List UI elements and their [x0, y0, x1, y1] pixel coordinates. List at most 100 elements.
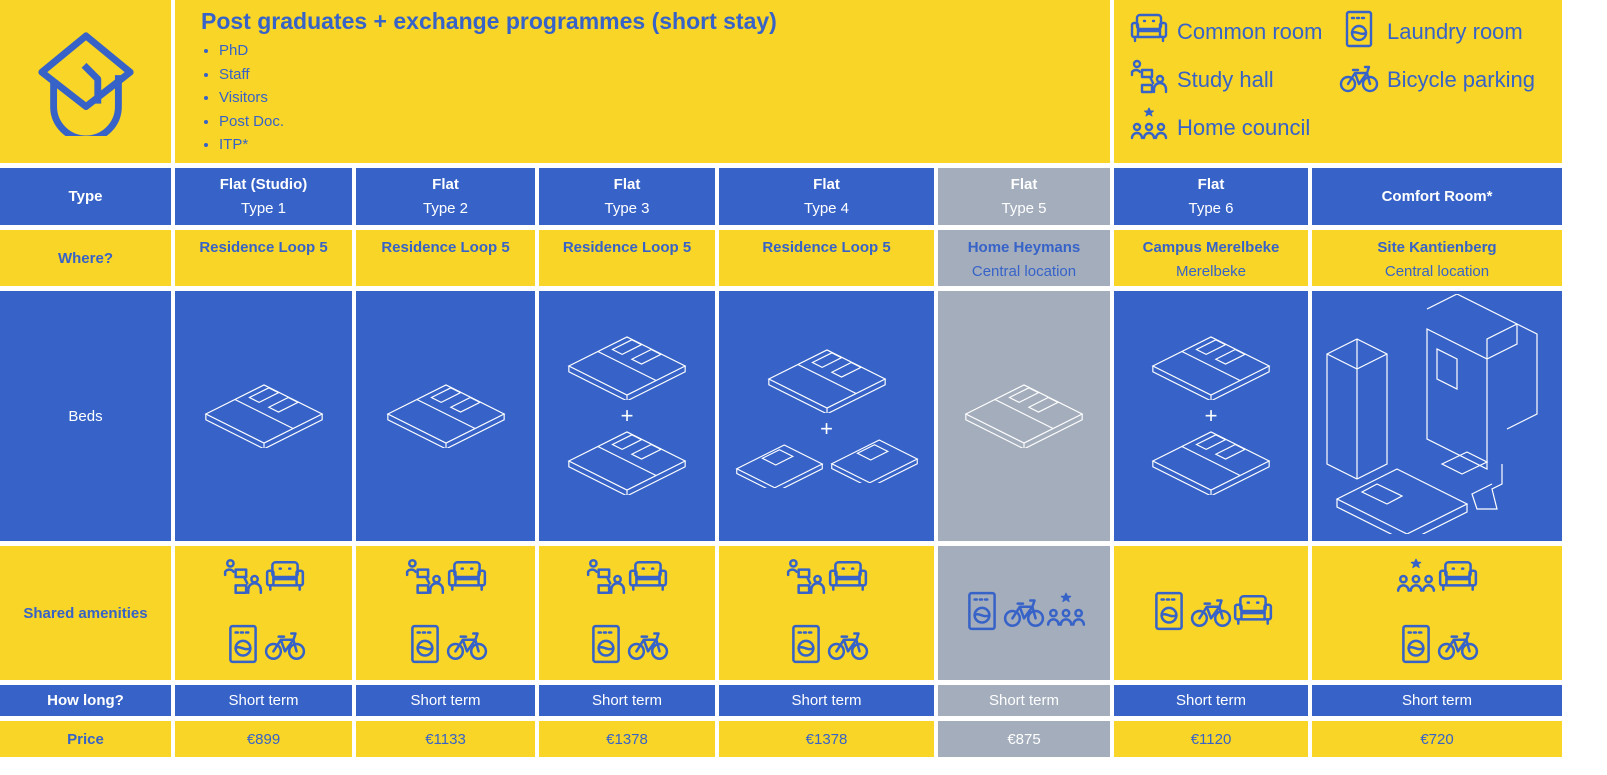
stay-duration: Short term	[791, 692, 862, 709]
plus-sign: +	[1204, 403, 1218, 428]
where-cell: Campus Merelbeke Merelbeke	[1114, 230, 1308, 286]
bicycle-icon	[827, 623, 869, 670]
type-name: Flat	[1010, 175, 1038, 193]
price-value: €1378	[606, 730, 648, 748]
legend-label: Common room	[1177, 19, 1323, 44]
price-cell: €899	[175, 721, 352, 757]
price-value: €875	[1007, 730, 1041, 748]
sofa-icon	[446, 556, 488, 603]
where-cell: Residence Loop 5	[356, 230, 535, 286]
double-bed-icon	[201, 380, 327, 453]
sofa-icon	[1437, 556, 1479, 603]
bicycle-icon	[446, 623, 488, 670]
legend-item: Common room	[1129, 9, 1322, 55]
audience-item: PhD	[219, 39, 284, 63]
legend-item: Home council	[1129, 105, 1310, 151]
price-cell: €1120	[1114, 721, 1308, 757]
double-bed-icon	[383, 380, 509, 453]
price-cell: €1133	[356, 721, 535, 757]
type-cell: Flat Type 4	[719, 168, 934, 225]
row-label-amenities: Shared amenities	[0, 546, 171, 680]
price-cell: €1378	[719, 721, 934, 757]
double-bed-icon	[961, 380, 1087, 453]
washing-machine-icon	[1395, 623, 1437, 670]
how-long-cell: Short term	[539, 685, 715, 716]
amenity-icons	[1395, 546, 1479, 680]
type-number: Type 4	[803, 199, 850, 217]
how-long-cell: Short term	[175, 685, 352, 716]
row-label: How long?	[47, 692, 124, 709]
legend-label: Home council	[1177, 115, 1311, 140]
type-cell: Comfort Room*	[1312, 168, 1562, 225]
location-name: Residence Loop 5	[381, 239, 510, 256]
row-label-beds: Beds	[0, 291, 171, 541]
how-long-cell: Short term	[1114, 685, 1308, 716]
row-label-price: Price	[0, 721, 171, 757]
stay-duration: Short term	[591, 692, 663, 709]
location-name: Site Kantienberg	[1377, 239, 1497, 256]
amenity-icons	[961, 590, 1087, 637]
price-value: €899	[246, 730, 281, 748]
home-council-icon	[1129, 105, 1169, 151]
where-cell: Site Kantienberg Central location	[1312, 230, 1562, 286]
type-name: Flat (Studio)	[219, 175, 308, 193]
header-section: Post graduates + exchange programmes (sh…	[175, 0, 1110, 163]
bicycle-icon	[1003, 590, 1045, 637]
row-label: Shared amenities	[23, 604, 148, 622]
beds-cell: +	[1114, 291, 1308, 541]
amenities-cell	[719, 546, 934, 680]
where-cell: Residence Loop 5	[539, 230, 715, 286]
bicycle-icon	[1339, 57, 1379, 103]
legend-item: Study hall	[1129, 57, 1274, 103]
where-cell: Residence Loop 5	[719, 230, 934, 286]
amenities-cell	[938, 546, 1110, 680]
washing-machine-icon	[222, 623, 264, 670]
legend-label: Study hall	[1177, 67, 1274, 92]
washing-machine-icon	[1339, 9, 1379, 55]
sofa-icon	[1232, 590, 1274, 637]
logo	[0, 0, 171, 163]
sofa-icon	[827, 556, 869, 603]
location-name: Residence Loop 5	[562, 239, 692, 256]
study-hall-icon	[585, 556, 627, 603]
sofa-icon	[627, 556, 669, 603]
double-bed-icon	[1148, 332, 1274, 405]
row-label: Beds	[68, 407, 103, 425]
type-name: Flat	[613, 175, 641, 193]
type-cell: Flat Type 6	[1114, 168, 1308, 225]
double-bed-icon	[564, 332, 690, 405]
beds-cell	[356, 291, 535, 541]
audience-item: ITP*	[219, 133, 284, 157]
type-number: Type 1	[240, 199, 287, 217]
comfort-room-illustration-icon	[1317, 292, 1557, 543]
type-name: Comfort Room*	[1381, 187, 1493, 205]
audience-item: Post Doc.	[219, 110, 284, 134]
type-cell: Flat (Studio) Type 1	[175, 168, 352, 225]
type-number: Type 2	[422, 199, 469, 217]
price-value: €1133	[425, 730, 466, 748]
legend-label: Bicycle parking	[1387, 67, 1535, 92]
legend-item: Bicycle parking	[1339, 57, 1535, 103]
row-label-type: Type	[0, 168, 171, 225]
location-detail: Central location	[1384, 263, 1490, 280]
bicycle-icon	[1190, 590, 1232, 637]
study-hall-icon	[222, 556, 264, 603]
type-cell: Flat Type 2	[356, 168, 535, 225]
amenities-cell	[539, 546, 715, 680]
price-value: €1378	[805, 730, 848, 748]
legend: Common room Laundry room Study hall Bicycle…	[1114, 0, 1562, 163]
location-name: Campus Merelbeke	[1142, 239, 1280, 256]
row-label-how-long: How long?	[0, 685, 171, 716]
beds-cell	[175, 291, 352, 541]
page-title: Post graduates + exchange programmes (sh…	[201, 8, 777, 34]
stay-duration: Short term	[1401, 692, 1473, 709]
audience-item: Visitors	[219, 86, 284, 110]
bicycle-icon	[1437, 623, 1479, 670]
price-value: €720	[1420, 730, 1454, 748]
location-name: Home Heymans	[967, 239, 1081, 256]
how-long-cell: Short term	[719, 685, 934, 716]
beds-cell: +	[539, 291, 715, 541]
study-hall-icon	[1129, 57, 1169, 103]
single-beds-icon	[732, 438, 922, 488]
bicycle-icon	[264, 623, 306, 670]
